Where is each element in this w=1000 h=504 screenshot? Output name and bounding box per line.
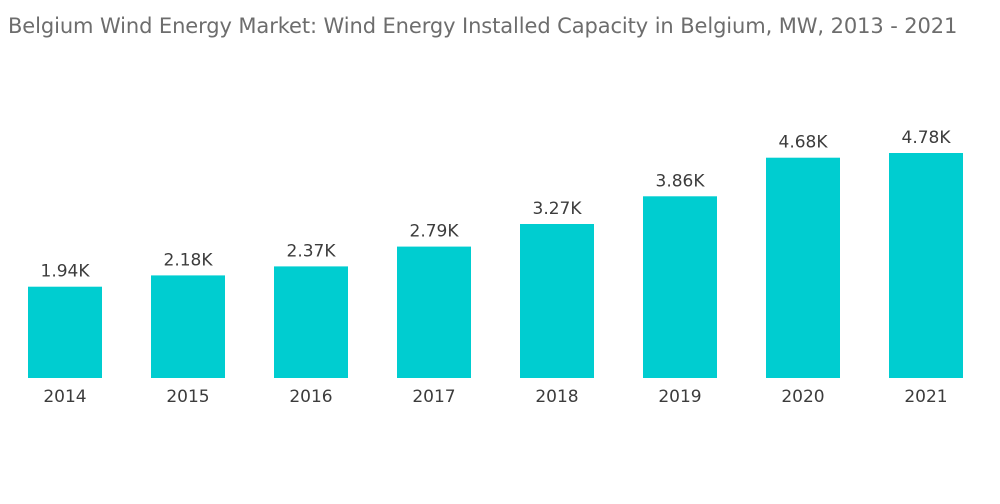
value-labels-layer: 1.94K 2.18K 2.37K 2.79K 3.27K 3.86K 4.68K 4.78K: [41, 128, 952, 282]
bar-2018: [520, 224, 594, 378]
bar-value-label-2019: 3.86K: [656, 171, 706, 191]
bar-2017: [397, 246, 471, 378]
x-tick-label-2020: 2020: [781, 387, 824, 407]
bar-value-label-2021: 4.78K: [902, 128, 952, 148]
bar-value-label-2017: 2.79K: [410, 222, 460, 242]
x-tick-label-2015: 2015: [166, 387, 209, 407]
x-axis-tick-labels: 2014 2015 2016 2017 2018 2019 2020 2021: [43, 387, 947, 407]
bar-value-label-2014: 1.94K: [41, 262, 91, 282]
x-tick-label-2017: 2017: [412, 387, 455, 407]
bars-layer: [28, 153, 963, 378]
chart-title: Belgium Wind Energy Market: Wind Energy …: [8, 14, 958, 38]
x-tick-label-2021: 2021: [904, 387, 947, 407]
bar-value-label-2016: 2.37K: [287, 241, 337, 261]
bar-2019: [643, 196, 717, 378]
bar-value-label-2015: 2.18K: [164, 250, 214, 270]
bar-2020: [766, 157, 840, 378]
x-tick-label-2016: 2016: [289, 387, 332, 407]
bar-2014: [28, 286, 102, 378]
bar-2015: [151, 275, 225, 378]
bar-2016: [274, 266, 348, 378]
x-tick-label-2014: 2014: [43, 387, 86, 407]
bar-value-label-2020: 4.68K: [779, 133, 829, 153]
bar-2021: [889, 153, 963, 378]
x-tick-label-2018: 2018: [535, 387, 578, 407]
bar-value-label-2018: 3.27K: [533, 199, 583, 219]
x-tick-label-2019: 2019: [658, 387, 701, 407]
